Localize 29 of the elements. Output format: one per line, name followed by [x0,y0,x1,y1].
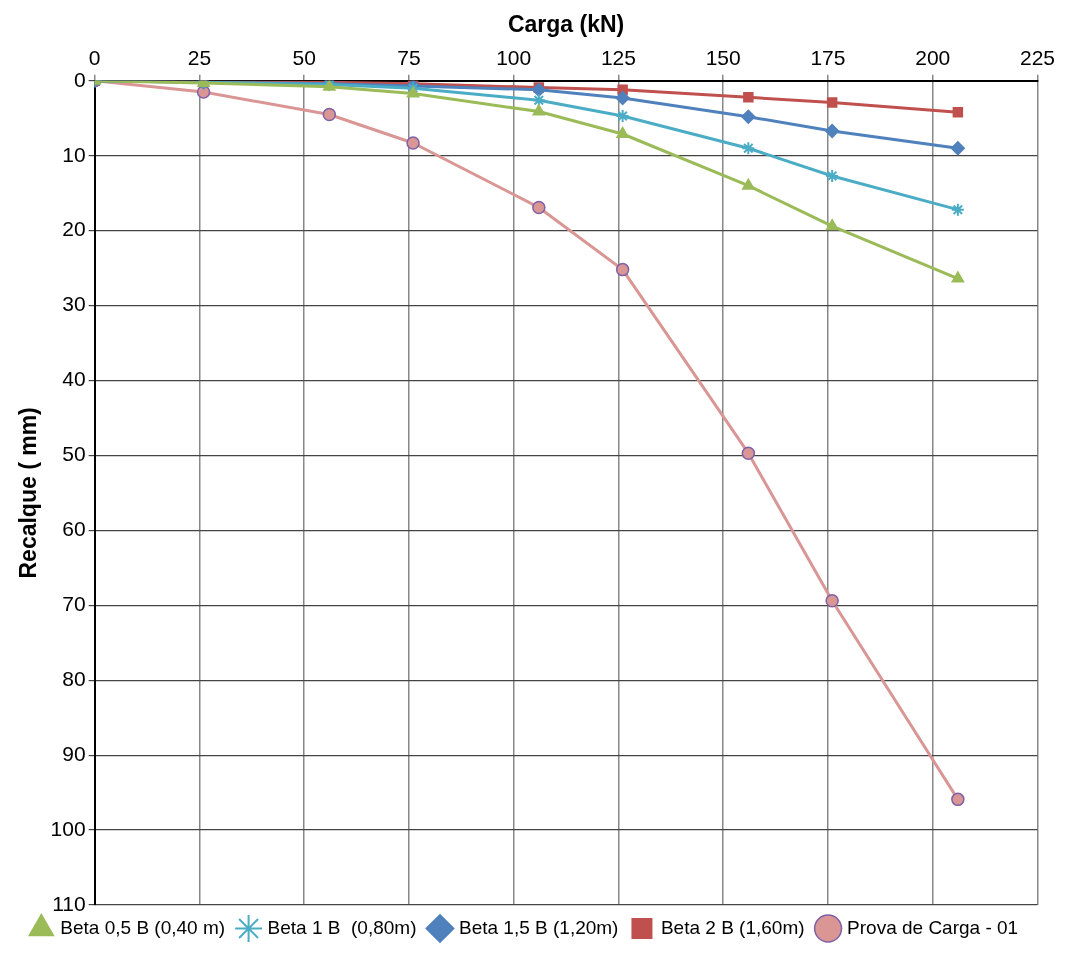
y-tick-label: 100 [50,816,86,840]
legend-label: Beta 0,5 B (0,40 m) [60,916,226,938]
x-tick-label: 25 [187,46,212,69]
y-tick-label: 80 [62,667,86,691]
y-tick-label: 70 [62,592,86,616]
x-tick-label: 200 [915,46,951,69]
y-tick-label: 30 [62,292,86,316]
x-tick-label: 225 [1019,46,1055,69]
y-tick-label: 40 [62,367,86,391]
x-tick-label: 100 [496,46,532,69]
legend-label: Prova de Carga - 01 [847,916,1019,938]
legend-label: Beta 1,5 B (1,20m) [458,916,619,938]
y-tick-label: 50 [62,442,86,466]
y-tick-label: 60 [62,517,86,541]
y-axis-title: Recalque ( mm) [15,407,42,579]
y-tick-label: 20 [62,217,86,241]
y-tick-label: 0 [73,67,86,91]
legend-label: Beta 2 B (1,60m) [660,916,805,938]
x-tick-label: 50 [292,46,316,69]
x-axis-title: Carga (kN) [507,11,625,38]
x-tick-label: 175 [810,46,846,69]
y-tick-label: 90 [62,741,86,765]
legend-label: Beta 1 B (0,80m) [267,916,417,938]
x-tick-label: 75 [397,46,421,69]
x-tick-label: 150 [705,46,741,69]
y-tick-label: 110 [52,891,86,915]
y-tick-label: 10 [62,142,86,166]
x-tick-label: 125 [600,46,636,69]
x-tick-label: 0 [88,46,101,69]
